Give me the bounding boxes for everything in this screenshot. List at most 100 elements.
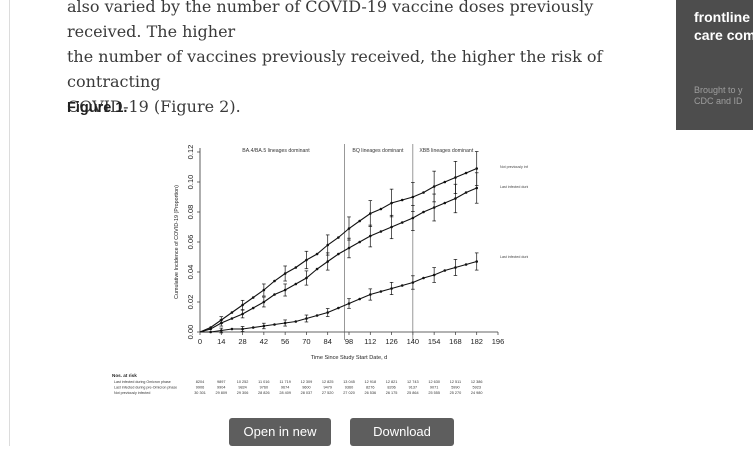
data-point — [283, 272, 287, 275]
y-tick-label: 0.04 — [186, 265, 195, 280]
y-tick-label: 0.02 — [186, 295, 195, 310]
at-risk-value: 9600 — [302, 386, 310, 390]
data-point — [315, 252, 319, 256]
data-point — [326, 260, 330, 263]
data-point — [294, 266, 298, 269]
data-point — [337, 252, 340, 256]
data-point — [432, 273, 436, 277]
data-point — [358, 240, 361, 244]
data-point — [305, 258, 308, 262]
data-point — [400, 198, 404, 202]
data-point — [230, 317, 234, 320]
data-point — [262, 324, 266, 328]
x-axis-title: Time Since Study Start Date, d — [311, 355, 388, 361]
at-risk-value: 27 020 — [343, 391, 355, 395]
y-tick-label: 0.12 — [186, 145, 195, 160]
data-point — [422, 191, 425, 194]
at-risk-value: 5990 — [451, 386, 459, 390]
data-point — [294, 282, 298, 286]
ad-headline: frontline care com — [694, 9, 753, 43]
data-point — [368, 234, 372, 238]
data-point — [400, 284, 404, 287]
at-risk-value: 25 864 — [407, 391, 419, 395]
article-line: COVID-19 (Figure 2). — [67, 97, 241, 116]
x-tick-label: 196 — [492, 337, 505, 346]
phase-label: BA.4/BA.5 lineages dominant — [242, 148, 310, 154]
data-point — [475, 260, 479, 263]
at-risk-value: 8276 — [366, 386, 374, 390]
article-line: also varied by the number of COVID-19 va… — [67, 0, 594, 41]
data-point — [379, 207, 383, 211]
open-in-new-tab-button[interactable]: Open in new tab — [229, 418, 331, 467]
x-tick-label: 112 — [364, 337, 376, 346]
at-risk-value: 13 045 — [343, 380, 355, 384]
cumulative-incidence-chart: BA.4/BA.5 lineages dominant BQ lineages d… — [112, 144, 528, 395]
data-point — [443, 180, 447, 184]
figure-image[interactable]: BA.4/BA.5 lineages dominant BQ lineages d… — [108, 140, 528, 408]
at-risk-value: 5923 — [472, 386, 480, 390]
series-label: Last infected during pre-Omicron phase — [500, 185, 528, 189]
at-risk-value: 26 175 — [386, 391, 398, 395]
at-risk-value: 11 016 — [258, 380, 269, 384]
at-risk-value: 9674 — [281, 386, 289, 390]
at-risk-value: 9906 — [196, 386, 204, 390]
at-risk-value: 12 743 — [407, 380, 419, 384]
data-point — [241, 312, 244, 316]
x-tick-label: 42 — [260, 337, 268, 346]
data-point — [326, 311, 330, 314]
data-point — [390, 225, 393, 229]
at-risk-value: 12 821 — [386, 380, 398, 384]
at-risk-value: 8204 — [196, 380, 204, 384]
data-point — [422, 276, 425, 280]
at-risk-value: 28 409 — [279, 391, 291, 395]
at-risk-value: 12 386 — [471, 380, 483, 384]
data-point — [400, 221, 404, 224]
data-point — [464, 263, 468, 266]
data-point — [358, 297, 361, 301]
at-risk-value: 25 555 — [428, 391, 440, 395]
at-risk-value: 10 252 — [237, 380, 249, 384]
at-risk-value: 28 037 — [301, 391, 313, 395]
left-divider — [9, 0, 10, 446]
x-tick-label: 140 — [407, 337, 420, 346]
ad-banner[interactable]: frontline care com Brought to y CDC and … — [676, 0, 753, 130]
at-risk-value: 27 520 — [322, 391, 334, 395]
data-point — [230, 327, 234, 331]
data-point — [411, 216, 415, 220]
data-point — [347, 302, 351, 305]
data-point — [315, 267, 319, 271]
download-slide-button[interactable]: Download slide — [350, 418, 454, 467]
data-point — [251, 326, 255, 329]
y-tick-label: 0.10 — [186, 175, 195, 190]
data-point — [283, 288, 287, 292]
data-point — [475, 167, 479, 170]
at-risk-value: 29 809 — [215, 391, 227, 395]
data-point — [379, 290, 383, 293]
at-risk-value: 9137 — [409, 386, 417, 390]
data-point — [443, 269, 447, 272]
at-risk-value: 9904 — [217, 386, 225, 390]
at-risk-value: 26 536 — [364, 391, 376, 395]
at-risk-title: Nos. at risk — [112, 373, 137, 378]
data-point — [368, 293, 372, 296]
data-point — [241, 327, 244, 331]
data-point — [411, 195, 415, 199]
data-point — [337, 306, 340, 310]
data-point — [209, 330, 212, 334]
data-point — [294, 320, 298, 323]
at-risk-value: 12 825 — [322, 380, 334, 384]
data-point — [475, 186, 479, 190]
data-point — [432, 185, 436, 188]
series-label: Not previously infected — [500, 165, 528, 169]
data-point — [315, 314, 319, 317]
at-risk-value: 8206 — [387, 386, 395, 390]
data-point — [347, 227, 351, 230]
data-point — [454, 197, 457, 200]
at-risk-value: 9071 — [430, 386, 438, 390]
at-risk-value: 28 826 — [258, 391, 270, 395]
y-tick-label: 0.08 — [186, 205, 195, 220]
data-point — [379, 230, 383, 233]
data-point — [422, 210, 425, 214]
data-point — [230, 311, 234, 314]
data-point — [273, 293, 276, 296]
